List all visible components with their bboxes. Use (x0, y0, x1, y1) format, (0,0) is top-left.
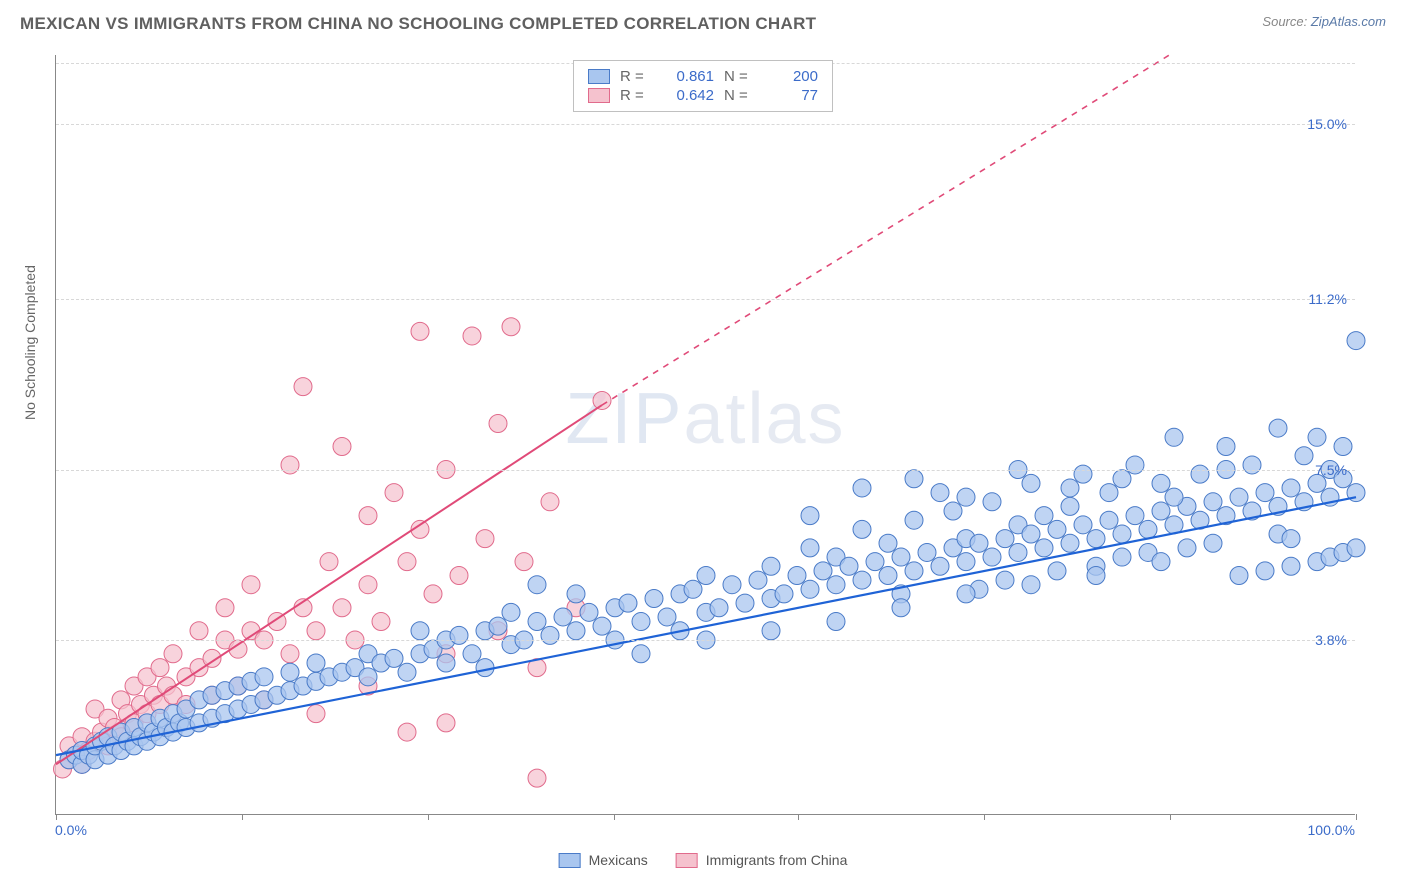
swatch-mexicans-icon (588, 69, 610, 84)
y-tick-label: 11.2% (1308, 291, 1347, 307)
swatch-mexicans-icon (559, 853, 581, 868)
source-attribution: Source: ZipAtlas.com (1262, 14, 1386, 29)
legend-correlation-stats: R = 0.861 N = 200 R = 0.642 N = 77 (573, 60, 833, 112)
legend-series: Mexicans Immigrants from China (559, 852, 848, 868)
y-tick-label: 7.5% (1315, 462, 1347, 478)
y-axis-label: No Schooling Completed (22, 265, 38, 420)
chart-plot-area: ZIPatlas 3.8%7.5%11.2%15.0% (55, 55, 1355, 815)
legend-label-china: Immigrants from China (706, 852, 848, 868)
source-link[interactable]: ZipAtlas.com (1311, 14, 1386, 29)
swatch-china-icon (588, 88, 610, 103)
swatch-china-icon (676, 853, 698, 868)
chart-title: MEXICAN VS IMMIGRANTS FROM CHINA NO SCHO… (20, 14, 816, 34)
y-tick-label: 3.8% (1315, 632, 1347, 648)
y-tick-label: 15.0% (1307, 116, 1347, 132)
scatter-svg (56, 55, 1355, 814)
x-axis-labels: 0.0% 100.0% (55, 822, 1355, 838)
legend-label-mexicans: Mexicans (589, 852, 648, 868)
